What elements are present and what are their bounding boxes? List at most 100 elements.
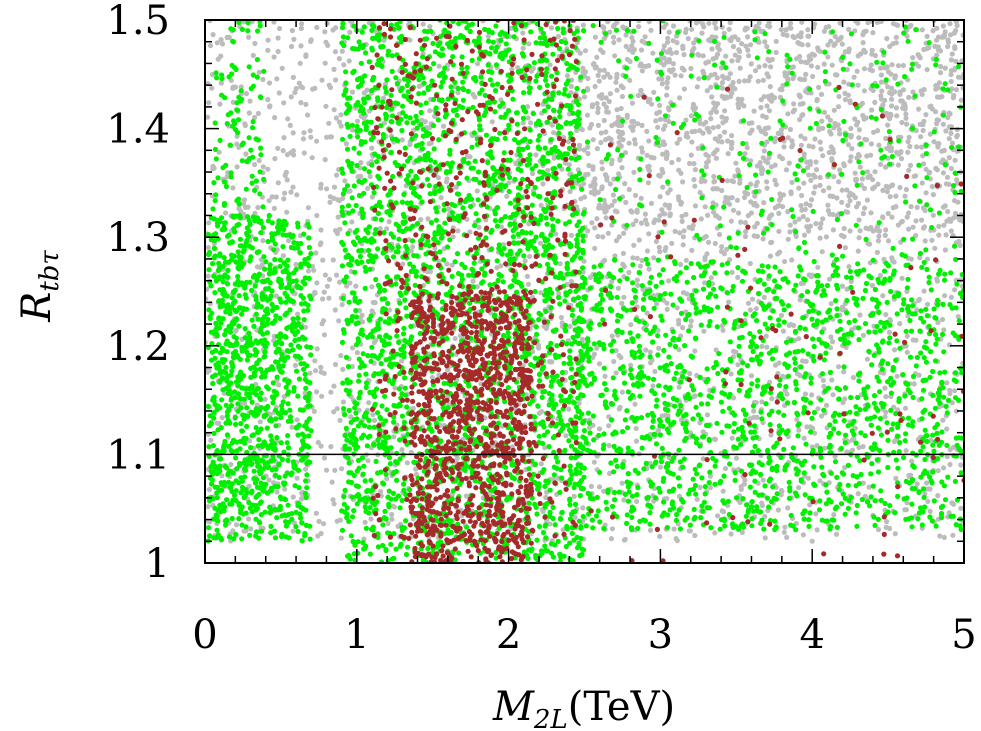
scatter-point (259, 317, 266, 323)
scatter-point (359, 319, 366, 325)
scatter-point (661, 24, 667, 30)
scatter-point (223, 162, 229, 168)
scatter-point (779, 155, 785, 162)
scatter-point (237, 462, 243, 468)
scatter-point (889, 96, 895, 102)
scatter-point (286, 519, 292, 525)
scatter-point (224, 174, 230, 180)
scatter-point (285, 354, 291, 360)
scatter-point (735, 57, 741, 64)
scatter-point (859, 176, 866, 182)
scatter-point (321, 455, 328, 461)
scatter-point (953, 277, 960, 283)
scatter-point (210, 496, 216, 502)
scatter-point (664, 300, 670, 306)
scatter-point (331, 501, 337, 507)
scatter-point (306, 235, 312, 241)
scatter-point (256, 69, 262, 75)
scatter-point (264, 404, 270, 410)
scatter-point (943, 232, 949, 238)
scatter-point (257, 191, 263, 197)
scatter-point (875, 128, 881, 134)
scatter-point (861, 88, 868, 94)
scatter-point (543, 494, 549, 501)
scatter-point (522, 258, 528, 264)
scatter-point (420, 21, 426, 27)
scatter-point (255, 443, 261, 449)
scatter-point (277, 368, 283, 374)
scatter-point (660, 151, 666, 157)
scatter-point (703, 151, 709, 158)
scatter-point (607, 91, 613, 97)
scatter-point (917, 121, 923, 127)
scatter-point (839, 283, 846, 289)
scatter-point (803, 71, 809, 77)
scatter-point (759, 343, 765, 350)
scatter-point (648, 27, 654, 33)
scatter-point (214, 527, 220, 533)
scatter-point (877, 272, 884, 279)
scatter-point (657, 194, 663, 200)
scatter-point (805, 475, 812, 481)
scatter-point (920, 161, 927, 167)
scatter-point (248, 147, 254, 153)
scatter-point (238, 396, 244, 402)
scatter-point (404, 460, 410, 466)
scatter-point (236, 293, 242, 299)
scatter-point (705, 239, 712, 245)
scatter-point (932, 109, 939, 115)
scatter-point (957, 242, 963, 249)
scatter-point (848, 278, 854, 284)
scatter-point (650, 383, 656, 389)
scatter-point (223, 370, 229, 376)
scatter-point (260, 475, 266, 481)
scatter-point (238, 88, 244, 94)
scatter-point (214, 404, 220, 410)
scatter-point (265, 37, 271, 43)
scatter-point (891, 438, 898, 445)
scatter-point (213, 321, 219, 327)
scatter-point (944, 453, 950, 460)
scatter-point (754, 220, 760, 226)
scatter-point (216, 149, 222, 155)
scatter-point (304, 344, 310, 350)
scatter-point (831, 107, 837, 113)
scatter-point (444, 261, 450, 267)
scatter-point (703, 119, 709, 125)
scatter-point (271, 205, 277, 211)
scatter-point (733, 455, 740, 461)
scatter-point (746, 78, 752, 84)
scatter-point (547, 62, 553, 68)
scatter-point (244, 357, 250, 363)
scatter-point (445, 367, 451, 373)
scatter-point (913, 337, 919, 343)
scatter-point (276, 474, 282, 480)
scatter-point (713, 34, 719, 40)
scatter-point (883, 312, 889, 318)
scatter-point (892, 531, 898, 537)
scatter-point (742, 27, 748, 33)
scatter-point (944, 380, 950, 386)
scatter-point (331, 107, 337, 113)
scatter-point (941, 327, 947, 333)
scatter-point (243, 524, 249, 530)
scatter-point (283, 513, 289, 519)
scatter-point (754, 233, 761, 239)
scatter-point (337, 226, 343, 232)
scatter-point (880, 293, 886, 299)
scatter-point (745, 213, 751, 219)
scatter-point (882, 97, 888, 103)
scatter-point (755, 78, 761, 84)
scatter-point (286, 535, 292, 541)
scatter-point (449, 262, 455, 268)
scatter-point (817, 478, 823, 484)
scatter-point (310, 86, 316, 92)
scatter-point (216, 315, 222, 321)
scatter-point (208, 464, 214, 470)
scatter-point (347, 29, 353, 35)
scatter-point (223, 385, 229, 392)
scatter-point (906, 226, 912, 232)
scatter-point (898, 149, 904, 155)
scatter-point (441, 380, 447, 386)
scatter-point (922, 207, 928, 214)
